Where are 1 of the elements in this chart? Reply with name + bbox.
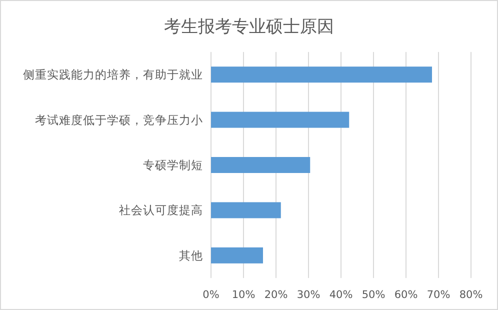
title: 考生报考专业硕士原因	[164, 17, 334, 37]
